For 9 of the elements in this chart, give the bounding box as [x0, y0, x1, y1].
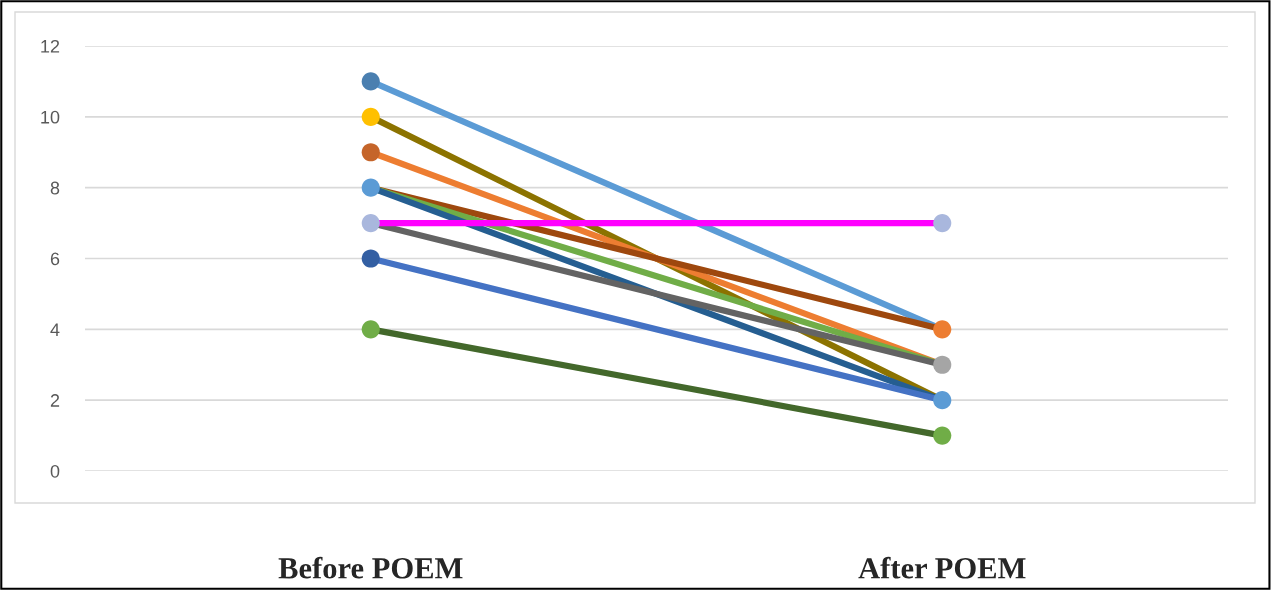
y-tick-label: 2: [50, 394, 60, 407]
x-tick-label: Before POEM: [278, 556, 463, 579]
y-tick-label: 8: [50, 181, 60, 195]
y-tick-label: 6: [50, 252, 60, 266]
y-tick-label: 12: [41, 39, 60, 53]
y-tick-label: 0: [50, 464, 60, 478]
y-tick-label: 4: [50, 323, 60, 336]
x-tick-label: After POEM: [858, 556, 1026, 579]
y-tick-label: 10: [41, 110, 60, 124]
